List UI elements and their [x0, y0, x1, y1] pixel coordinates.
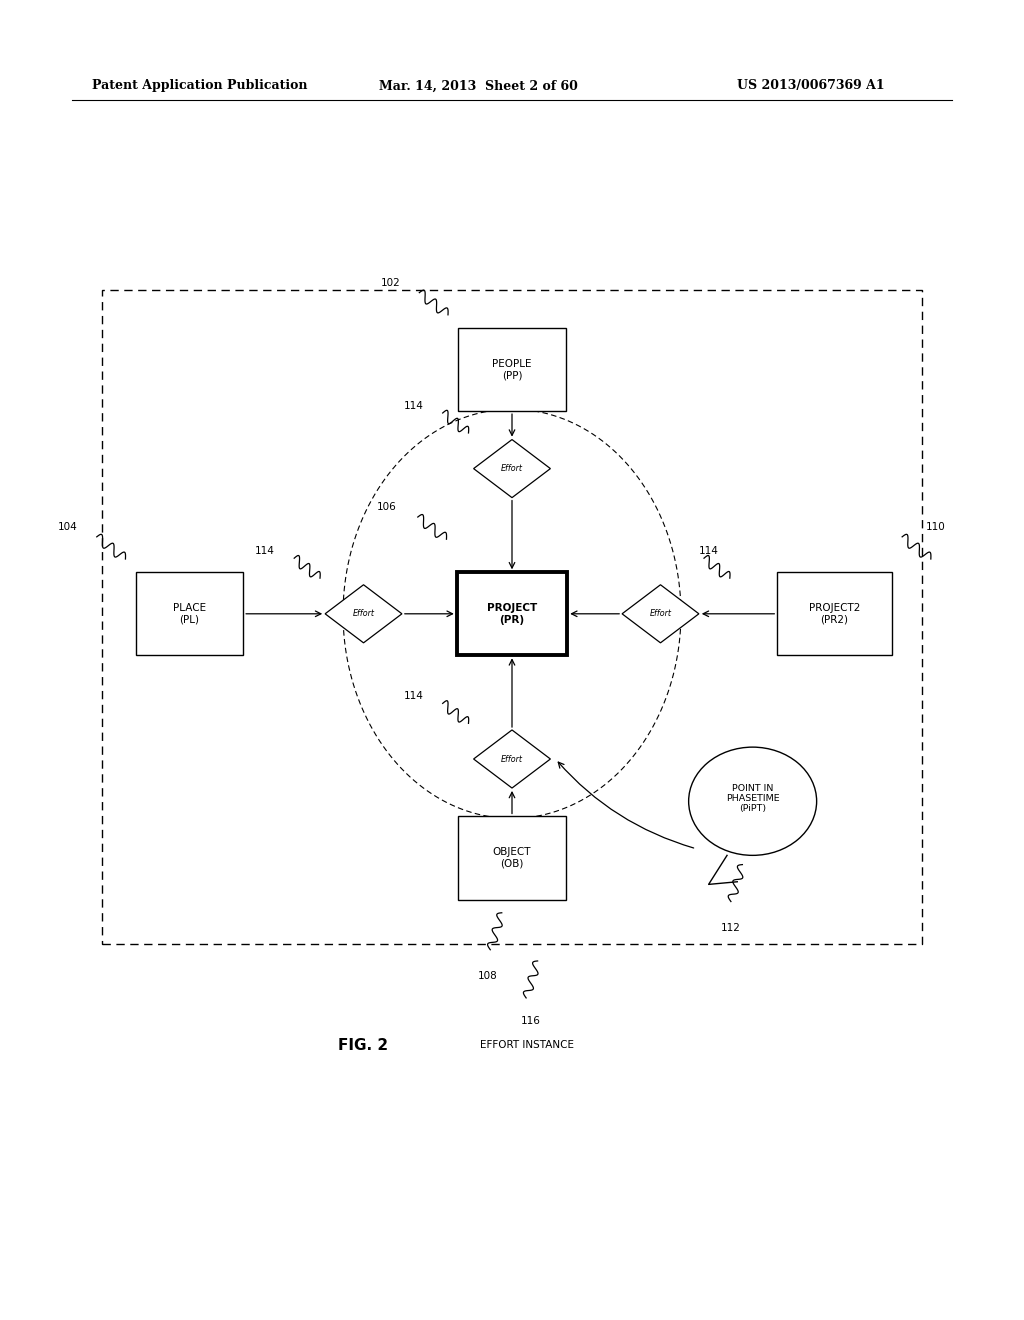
Text: Patent Application Publication: Patent Application Publication: [92, 79, 307, 92]
Bar: [777, 572, 892, 655]
Text: US 2013/0067369 A1: US 2013/0067369 A1: [737, 79, 885, 92]
Polygon shape: [473, 730, 551, 788]
Bar: [459, 327, 565, 412]
Polygon shape: [326, 585, 401, 643]
Text: Effort: Effort: [501, 465, 523, 473]
Bar: [459, 816, 565, 900]
Bar: [102, 290, 922, 944]
Polygon shape: [623, 585, 698, 643]
Text: 108: 108: [478, 970, 498, 981]
Text: 114: 114: [255, 546, 275, 556]
Text: Effort: Effort: [649, 610, 672, 618]
Text: PEOPLE
(PP): PEOPLE (PP): [493, 359, 531, 380]
Ellipse shape: [688, 747, 817, 855]
Text: Effort: Effort: [352, 610, 375, 618]
Text: 114: 114: [403, 401, 424, 411]
Text: EFFORT INSTANCE: EFFORT INSTANCE: [480, 1040, 574, 1051]
Text: 112: 112: [721, 923, 740, 933]
Text: Mar. 14, 2013  Sheet 2 of 60: Mar. 14, 2013 Sheet 2 of 60: [379, 79, 578, 92]
Text: OBJECT
(OB): OBJECT (OB): [493, 847, 531, 869]
Text: 104: 104: [58, 523, 78, 532]
Text: 116: 116: [521, 1016, 541, 1027]
Text: FIG. 2: FIG. 2: [339, 1038, 388, 1053]
Text: 102: 102: [381, 279, 400, 288]
Text: 110: 110: [926, 523, 945, 532]
Bar: [457, 572, 567, 655]
Text: 114: 114: [698, 546, 719, 556]
Text: PLACE
(PL): PLACE (PL): [173, 603, 206, 624]
Text: PROJECT2
(PR2): PROJECT2 (PR2): [809, 603, 860, 624]
Polygon shape: [473, 440, 551, 498]
Text: PROJECT
(PR): PROJECT (PR): [486, 603, 538, 624]
Text: Effort: Effort: [501, 755, 523, 763]
Bar: [135, 572, 244, 655]
Text: 114: 114: [403, 692, 424, 701]
Text: 106: 106: [377, 503, 396, 512]
Text: POINT IN
PHASETIME
(PiPT): POINT IN PHASETIME (PiPT): [726, 784, 779, 813]
